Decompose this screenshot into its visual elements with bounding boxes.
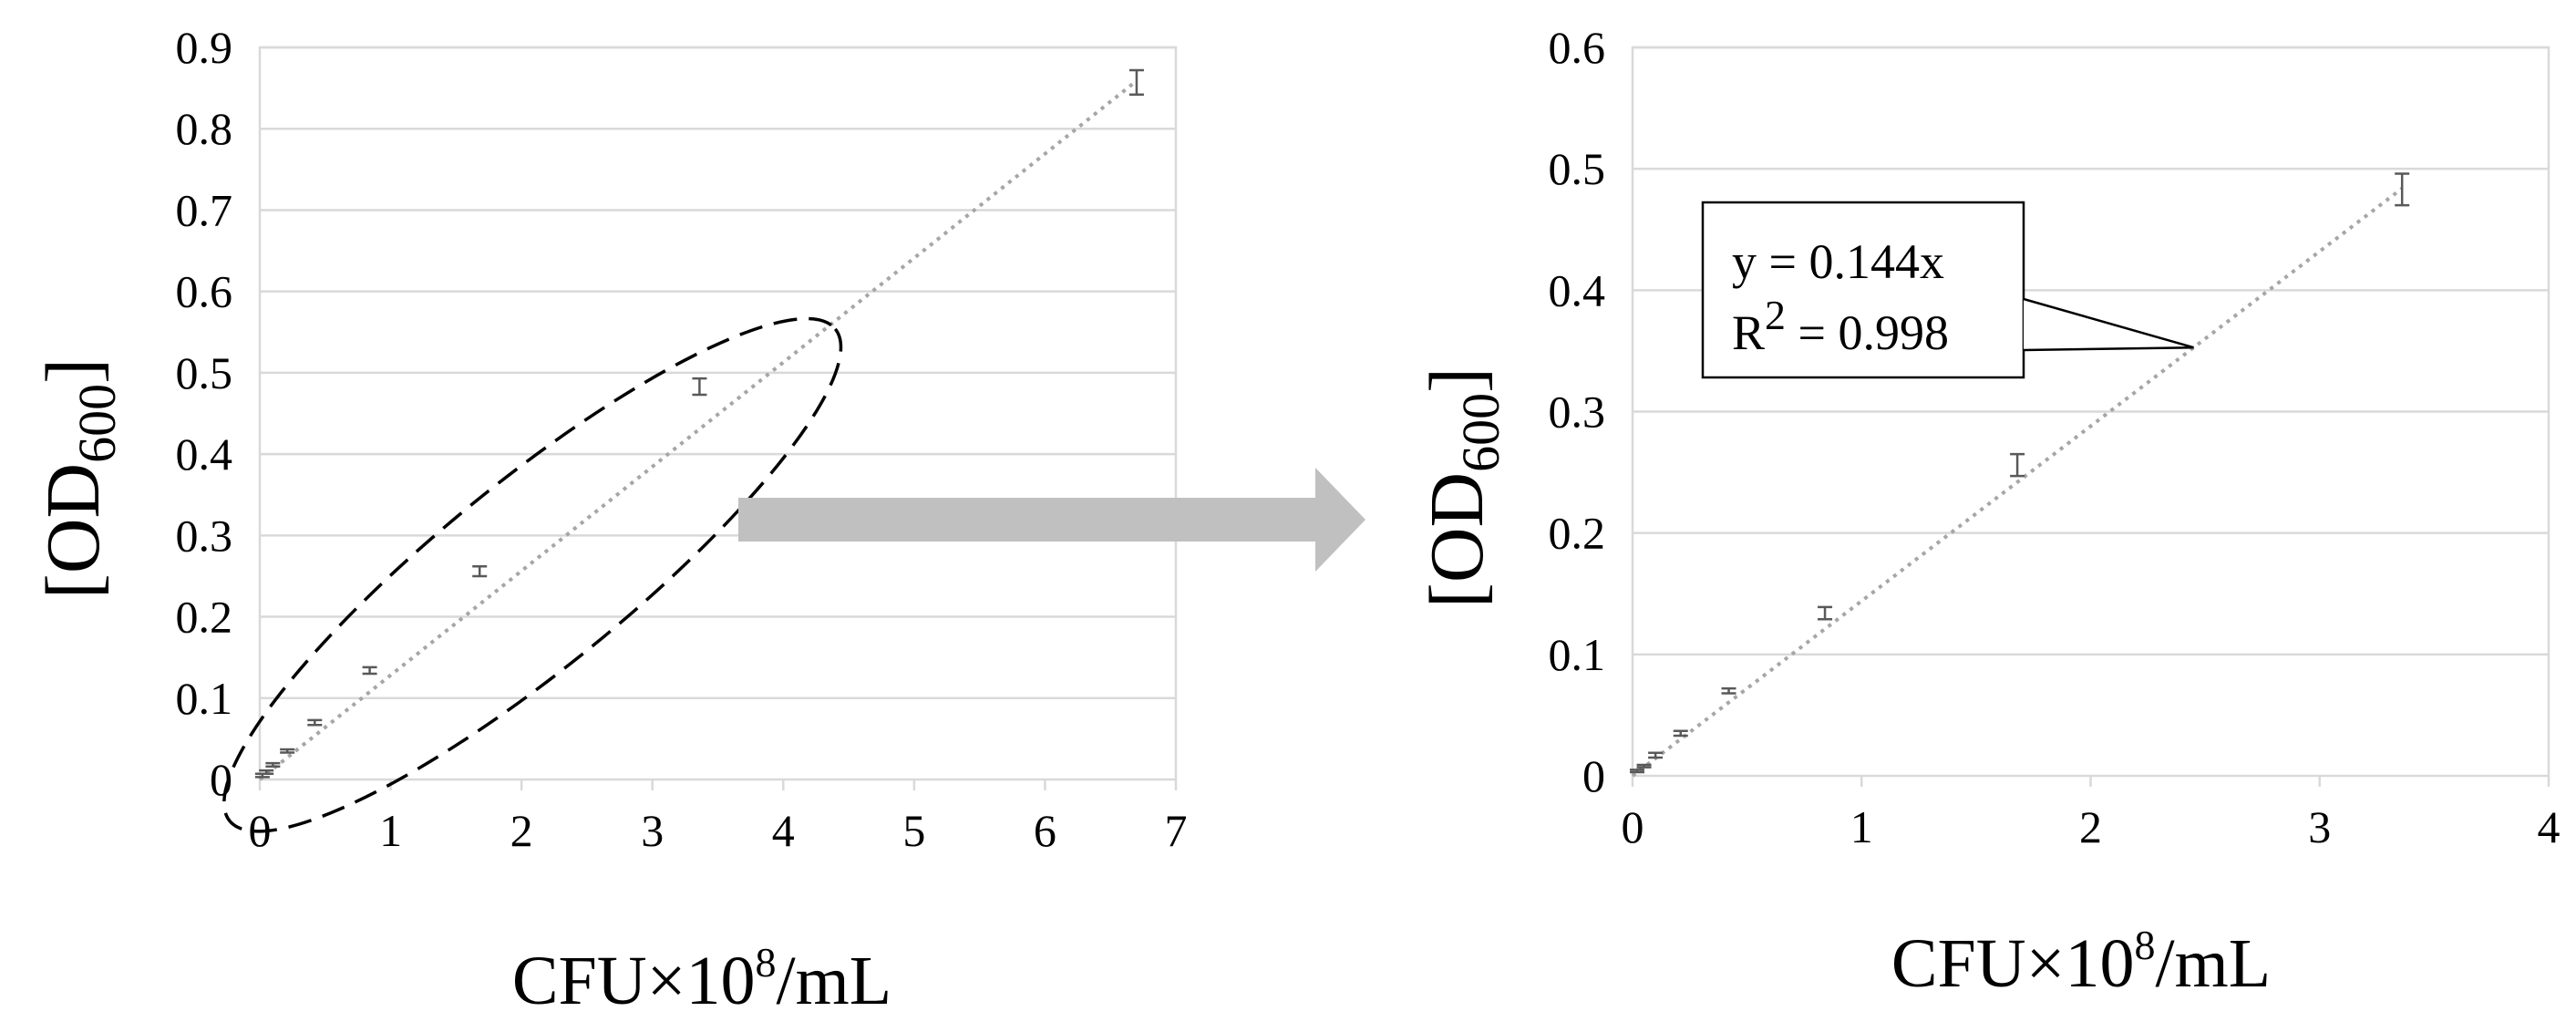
data-point <box>472 564 488 578</box>
y-tick-label: 0.3 <box>1549 387 1606 438</box>
y-tick-label: 0.7 <box>176 184 233 235</box>
left-x-axis-title: CFU×108/mL <box>512 939 891 1019</box>
x-tick-label: 0 <box>1622 801 1644 852</box>
right-x-tick-labels: 0 1 2 3 4 <box>1622 801 2561 852</box>
x-tick-label: 3 <box>641 805 664 856</box>
x-tick-label: 1 <box>379 805 402 856</box>
x-tick-label: 3 <box>2308 801 2331 852</box>
y-tick-label: 0.2 <box>176 592 233 643</box>
right-data-points <box>1630 172 2410 774</box>
x-tick-label: 4 <box>2538 801 2561 852</box>
right-arrow <box>738 468 1365 572</box>
data-point <box>1818 605 1833 621</box>
y-tick-label: 0.6 <box>1549 22 1606 73</box>
y-tick-label: 0.8 <box>176 103 233 154</box>
y-tick-label: 0.5 <box>1549 143 1606 194</box>
left-y-tick-labels: 00.10.20.30.40.50.60.70.80.9 <box>176 22 233 805</box>
left-data-points <box>254 68 1144 779</box>
y-tick-label: 0.3 <box>176 510 233 561</box>
data-point <box>1128 68 1144 96</box>
data-point <box>692 377 707 397</box>
x-tick-label: 6 <box>1034 805 1056 856</box>
y-tick-label: 0.4 <box>176 428 233 480</box>
y-tick-label: 0.1 <box>1549 629 1606 680</box>
data-point <box>307 718 323 727</box>
left-dashed-ellipse <box>222 316 843 833</box>
x-tick-label: 4 <box>772 805 795 856</box>
left-trendline <box>258 79 1139 781</box>
y-tick-label: 0.2 <box>1549 508 1606 559</box>
y-tick-label: 0.6 <box>176 266 233 317</box>
equation-box <box>1701 201 2025 379</box>
y-tick-label: 0.4 <box>1549 264 1606 315</box>
equation-line-1: y = 0.144x <box>1732 234 1944 289</box>
data-point <box>1636 763 1652 769</box>
data-point <box>280 748 295 754</box>
y-tick-label: 0.9 <box>176 22 233 73</box>
data-point <box>1630 769 1645 774</box>
left-plot-frame <box>258 46 1178 781</box>
equation-line-2: R2 = 0.998 <box>1732 292 1949 360</box>
x-tick-label: 2 <box>510 805 533 856</box>
data-point <box>2395 172 2410 207</box>
right-trendline <box>1631 187 2404 778</box>
left-y-axis-title: [OD600] <box>31 358 127 599</box>
right-y-axis-title: [OD600] <box>1415 367 1510 608</box>
data-point <box>2010 452 2025 478</box>
x-tick-label: 1 <box>1850 801 1873 852</box>
data-point <box>1648 751 1664 759</box>
data-point <box>1673 729 1688 738</box>
right-x-axis-title: CFU×108/mL <box>1891 922 2271 1002</box>
y-tick-label: 0.1 <box>176 673 233 724</box>
x-tick-label: 7 <box>1165 805 1188 856</box>
x-tick-label: 5 <box>902 805 925 856</box>
data-point <box>265 761 281 768</box>
y-tick-label: 0 <box>1582 750 1605 801</box>
equation-callout: y = 0.144x R2 = 0.998 <box>1701 201 2194 379</box>
chart-right: 0 0.1 0.2 0.3 0.4 0.5 0.6 0 1 2 3 4 y = 0.144x R2 … <box>1415 22 2561 1002</box>
y-tick-label: 0.5 <box>176 347 233 398</box>
right-gridlines <box>1631 46 2550 787</box>
right-plot-frame <box>1631 46 2550 778</box>
equation-pointer <box>2023 297 2194 352</box>
x-tick-label: 2 <box>2079 801 2102 852</box>
right-y-tick-labels: 0 0.1 0.2 0.3 0.4 0.5 0.6 <box>1549 22 1606 801</box>
data-point <box>259 769 274 776</box>
data-point <box>362 666 377 676</box>
data-point <box>1721 686 1736 695</box>
